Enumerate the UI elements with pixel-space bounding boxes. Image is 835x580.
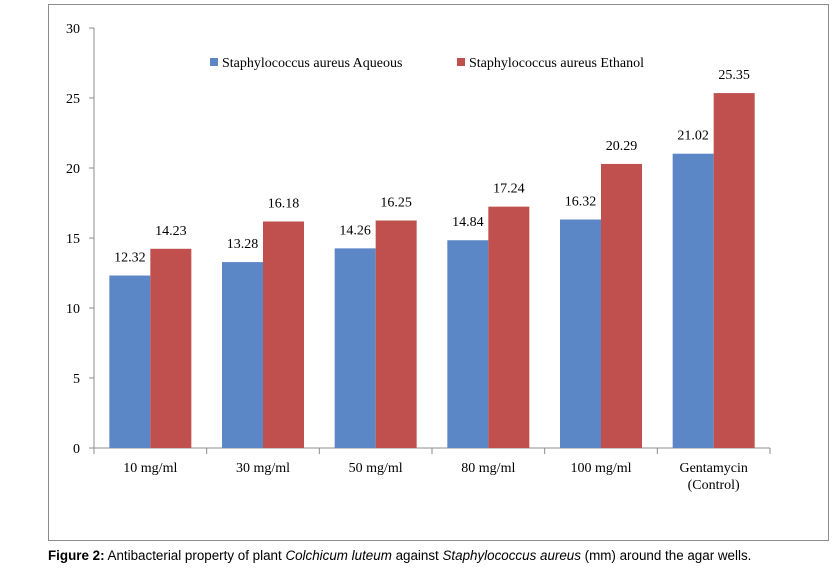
bar xyxy=(375,220,417,448)
figure-caption: Figure 2: Antibacterial property of plan… xyxy=(48,548,835,563)
y-tick-label: 15 xyxy=(66,232,80,247)
y-tick-label: 5 xyxy=(73,372,80,387)
data-label: 14.26 xyxy=(339,223,371,238)
data-label: 21.02 xyxy=(677,129,709,144)
data-label: 20.29 xyxy=(606,139,638,154)
data-label: 16.32 xyxy=(565,195,597,210)
data-label: 12.32 xyxy=(114,251,146,266)
bar xyxy=(601,163,642,448)
legend-swatch xyxy=(457,58,465,66)
x-tick-label: 80 mg/ml xyxy=(461,461,515,476)
bar xyxy=(334,248,376,448)
legend-label: Staphylococcus aureus Ethanol xyxy=(469,56,644,71)
caption-text-2: against xyxy=(391,548,443,563)
data-label: 14.23 xyxy=(155,224,187,239)
bar xyxy=(222,262,263,448)
bar xyxy=(713,93,755,448)
bar xyxy=(560,219,601,448)
data-label: 16.25 xyxy=(380,196,412,211)
x-tick-label: (Control) xyxy=(688,478,740,493)
data-label: 17.24 xyxy=(493,182,525,197)
legend-label: Staphylococcus aureus Aqueous xyxy=(222,56,402,71)
caption-text-1: Antibacterial property of plant xyxy=(104,548,286,563)
x-tick-label: 50 mg/ml xyxy=(349,461,403,476)
bar xyxy=(488,206,530,448)
bar xyxy=(109,275,151,448)
y-tick-label: 0 xyxy=(73,442,80,457)
data-label: 16.18 xyxy=(268,196,300,211)
y-tick-label: 10 xyxy=(66,302,80,317)
bar xyxy=(447,240,489,448)
x-tick-label: 30 mg/ml xyxy=(236,461,290,476)
bar xyxy=(263,221,304,448)
caption-bacteria-name: Staphylococcus aureus xyxy=(442,548,581,563)
y-tick-label: 20 xyxy=(66,162,80,177)
bar-chart: 0 5 10 15 20 25 30 12.32 14.23 10 mg/ml 13.28 16.18… xyxy=(66,22,771,493)
caption-plant-name: Colchicum luteum xyxy=(285,548,392,563)
y-tick-label: 25 xyxy=(66,92,80,107)
data-label: 25.35 xyxy=(718,68,750,83)
caption-text-3: (mm) around the agar wells. xyxy=(580,548,752,563)
x-tick-label: 100 mg/ml xyxy=(570,461,631,476)
x-tick-label: 10 mg/ml xyxy=(123,461,177,476)
caption-label: Figure 2: xyxy=(48,548,105,563)
bar xyxy=(150,248,192,448)
x-tick-label: Gentamycin xyxy=(679,461,747,476)
data-label: 13.28 xyxy=(227,237,259,252)
data-label: 14.84 xyxy=(452,215,484,230)
legend-swatch xyxy=(210,58,218,66)
y-tick-label: 30 xyxy=(66,22,80,37)
bar xyxy=(672,153,714,448)
